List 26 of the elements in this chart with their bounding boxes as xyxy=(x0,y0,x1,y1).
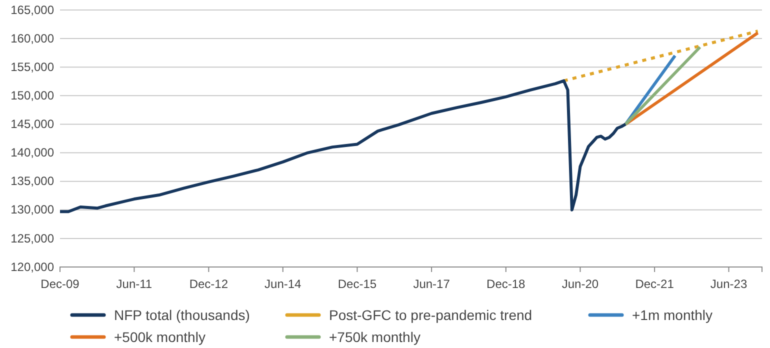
x-tick-label: Jun-14 xyxy=(264,277,302,292)
x-tick-label: Dec-12 xyxy=(189,277,228,292)
y-tick-label: 160,000 xyxy=(10,31,54,46)
x-tick-label: Dec-09 xyxy=(40,277,80,292)
y-tick-label: 145,000 xyxy=(10,117,54,132)
y-tick-label: 125,000 xyxy=(10,231,54,246)
x-tick-label: Jun-20 xyxy=(562,277,599,292)
x-tick-label: Dec-18 xyxy=(486,277,526,292)
y-tick-label: 135,000 xyxy=(10,174,54,188)
line-series xyxy=(58,79,628,214)
y-tick-label: 140,000 xyxy=(10,146,54,160)
legend-label: NFP total (thousands) xyxy=(114,306,250,323)
y-tick-label: 165,000 xyxy=(10,2,54,17)
x-tick-label: Jun-11 xyxy=(116,277,152,292)
x-tick-label: Jun-17 xyxy=(413,277,450,292)
legend-label: +1m monthly xyxy=(632,306,713,323)
y-tick-label: 150,000 xyxy=(10,88,54,103)
x-tick-label: Dec-21 xyxy=(635,277,674,292)
x-tick-label: Dec-15 xyxy=(338,277,377,292)
legend-label: Post-GFC to pre-pandemic trend xyxy=(329,306,532,323)
y-tick-label: 130,000 xyxy=(10,202,54,217)
x-tick-label: Jun-23 xyxy=(710,277,748,292)
y-tick-label: 155,000 xyxy=(10,60,54,74)
legend-label: +750k monthly xyxy=(329,328,420,345)
legend-label: +500k monthly xyxy=(114,328,206,345)
y-tick-label: 120,000 xyxy=(10,260,54,274)
